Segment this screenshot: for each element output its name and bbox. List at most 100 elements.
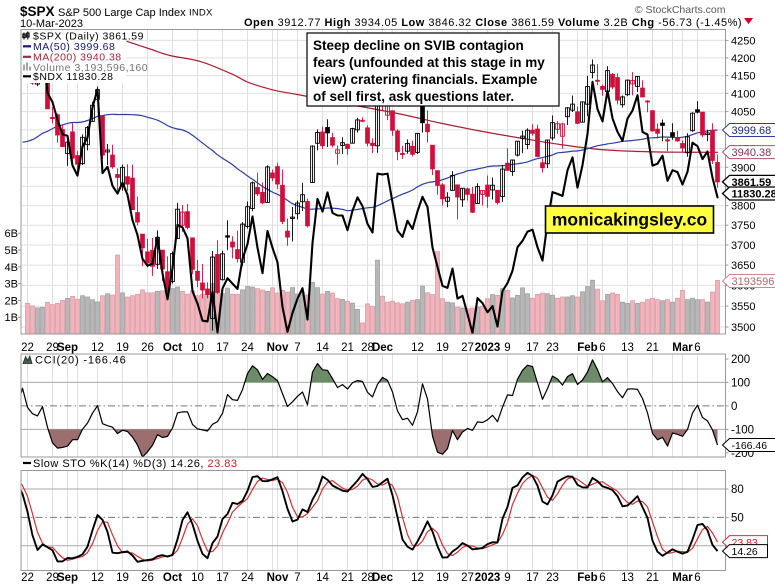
svg-text:27: 27 xyxy=(461,572,474,584)
svg-text:6: 6 xyxy=(694,572,700,584)
svg-text:200: 200 xyxy=(731,354,750,366)
svg-text:3750: 3750 xyxy=(731,220,755,232)
svg-text:23: 23 xyxy=(546,572,559,584)
svg-text:Sep: Sep xyxy=(57,342,78,354)
svg-text:Feb: Feb xyxy=(577,572,597,584)
svg-text:13: 13 xyxy=(621,572,634,584)
svg-text:19: 19 xyxy=(436,342,449,354)
svg-text:19: 19 xyxy=(436,572,449,584)
svg-text:80: 80 xyxy=(731,484,744,496)
svg-text:Slow STO %K(14) %D(3) 14.26, 2: Slow STO %K(14) %D(3) 14.26, 23.83 xyxy=(33,458,238,470)
svg-text:19: 19 xyxy=(116,572,129,584)
svg-text:3B: 3B xyxy=(5,279,18,291)
svg-text:6: 6 xyxy=(694,342,700,354)
svg-text:2B: 2B xyxy=(5,295,18,307)
svg-text:6: 6 xyxy=(599,342,605,354)
svg-text:3900: 3900 xyxy=(731,162,755,174)
svg-text:Feb: Feb xyxy=(577,342,597,354)
svg-text:$SPX: $SPX xyxy=(20,4,55,19)
svg-text:1B: 1B xyxy=(5,312,18,324)
svg-text:3940.38: 3940.38 xyxy=(732,147,772,159)
svg-text:view) cratering financials. Ex: view) cratering financials. Example xyxy=(313,72,538,87)
svg-text:11830.28: 11830.28 xyxy=(732,189,775,201)
svg-text:10: 10 xyxy=(191,342,204,354)
svg-text:22: 22 xyxy=(21,572,34,584)
svg-text:24: 24 xyxy=(241,342,254,354)
svg-text:3650: 3650 xyxy=(731,260,755,272)
svg-text:28: 28 xyxy=(361,572,374,584)
svg-text:Nov: Nov xyxy=(267,572,289,584)
svg-text:14: 14 xyxy=(316,342,329,354)
svg-text:-100: -100 xyxy=(731,424,754,436)
svg-text:12: 12 xyxy=(91,342,104,354)
svg-text:Steep decline on SVIB contagio: Steep decline on SVIB contagion xyxy=(313,38,524,53)
svg-text:INDX: INDX xyxy=(189,8,213,19)
svg-text:CCI(20) -166.46: CCI(20) -166.46 xyxy=(35,355,127,367)
svg-text:7: 7 xyxy=(294,572,300,584)
svg-text:4050: 4050 xyxy=(731,107,755,119)
svg-text:3999.68: 3999.68 xyxy=(732,125,772,137)
svg-text:3193596: 3193596 xyxy=(732,276,775,288)
svg-text:4B: 4B xyxy=(5,262,18,274)
svg-text:21: 21 xyxy=(341,572,354,584)
svg-text:23: 23 xyxy=(546,342,559,354)
svg-text:5B: 5B xyxy=(5,245,18,257)
svg-text:14.26: 14.26 xyxy=(732,546,758,558)
svg-text:Dec: Dec xyxy=(372,572,394,584)
svg-text:Mar: Mar xyxy=(672,572,693,584)
svg-text:9: 9 xyxy=(504,342,510,354)
svg-text:0: 0 xyxy=(731,401,737,413)
svg-text:50: 50 xyxy=(731,512,744,524)
svg-text:fears (unfounded at this stage: fears (unfounded at this stage in my xyxy=(313,55,545,70)
svg-text:29: 29 xyxy=(46,342,59,354)
svg-text:17: 17 xyxy=(216,572,229,584)
svg-text:Open 3912.77 High 3934.05 Low: Open 3912.77 High 3934.05 Low 3846.32 Cl… xyxy=(244,17,742,29)
svg-text:2023: 2023 xyxy=(475,342,501,354)
svg-text:3800: 3800 xyxy=(731,201,755,213)
svg-text:4100: 4100 xyxy=(731,88,755,100)
svg-text:of sell first, ask questions l: of sell first, ask questions later. xyxy=(313,89,514,104)
svg-text:3500: 3500 xyxy=(731,322,755,334)
svg-text:7: 7 xyxy=(294,342,300,354)
svg-text:Oct: Oct xyxy=(163,572,182,584)
svg-text:21: 21 xyxy=(341,342,354,354)
svg-text:$SPX (Daily) 3861.59: $SPX (Daily) 3861.59 xyxy=(33,30,144,42)
svg-text:4250: 4250 xyxy=(731,35,755,47)
svg-text:6: 6 xyxy=(599,572,605,584)
svg-text:12: 12 xyxy=(411,572,424,584)
svg-text:4200: 4200 xyxy=(731,53,755,65)
svg-text:MA(50) 3999.68: MA(50) 3999.68 xyxy=(33,41,115,53)
svg-text:17: 17 xyxy=(526,342,539,354)
svg-text:$NDX 11830.28: $NDX 11830.28 xyxy=(33,71,113,83)
svg-text:29: 29 xyxy=(46,572,59,584)
svg-text:24: 24 xyxy=(241,572,254,584)
svg-text:22: 22 xyxy=(21,342,34,354)
svg-text:10-Mar-2023: 10-Mar-2023 xyxy=(20,18,83,30)
svg-text:-166.46: -166.46 xyxy=(732,440,768,452)
svg-text:© StockCharts.com: © StockCharts.com xyxy=(635,4,726,16)
svg-text:12: 12 xyxy=(91,572,104,584)
svg-text:28: 28 xyxy=(361,342,374,354)
svg-text:S&P 500 Large Cap Index: S&P 500 Large Cap Index xyxy=(58,7,186,19)
svg-text:Dec: Dec xyxy=(372,342,394,354)
svg-text:17: 17 xyxy=(216,342,229,354)
svg-text:14: 14 xyxy=(316,572,329,584)
svg-text:Oct: Oct xyxy=(163,342,182,354)
svg-text:3550: 3550 xyxy=(731,301,755,313)
svg-text:21: 21 xyxy=(646,572,659,584)
svg-text:Sep: Sep xyxy=(57,572,78,584)
svg-text:26: 26 xyxy=(141,342,154,354)
svg-text:21: 21 xyxy=(646,342,659,354)
svg-text:Nov: Nov xyxy=(267,342,289,354)
svg-text:100: 100 xyxy=(731,377,750,389)
svg-text:4150: 4150 xyxy=(731,71,755,83)
svg-text:12: 12 xyxy=(411,342,424,354)
svg-text:monicakingsley.co: monicakingsley.co xyxy=(552,210,707,230)
svg-text:3700: 3700 xyxy=(731,240,755,252)
svg-text:3861.59: 3861.59 xyxy=(732,177,772,189)
svg-text:13: 13 xyxy=(621,342,634,354)
svg-text:10: 10 xyxy=(191,572,204,584)
svg-text:27: 27 xyxy=(461,342,474,354)
svg-text:9: 9 xyxy=(504,572,510,584)
svg-text:Mar: Mar xyxy=(672,342,693,354)
